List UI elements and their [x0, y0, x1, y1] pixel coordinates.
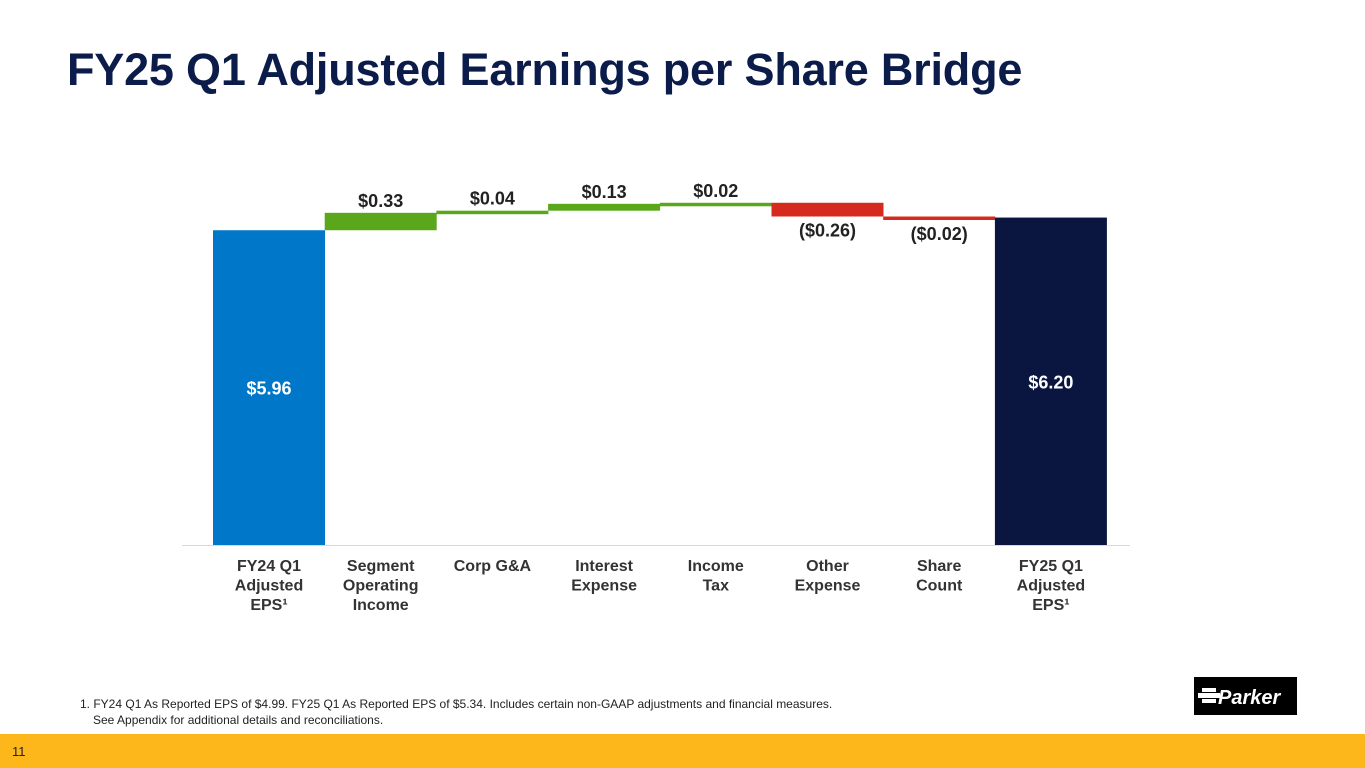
category-label-6-line-1: Count: [916, 578, 963, 595]
eps-bridge-chart: $5.96 FY24 Q1 Adjusted EPS¹ $0.33 Segment Oper…: [182, 181, 1130, 614]
bar-4: [659, 202, 772, 207]
bar-5: [771, 202, 884, 217]
category-label-7: FY25 Q1 Adjusted EPS¹: [1017, 558, 1085, 614]
category-label-4-line-0: Income: [688, 558, 744, 575]
category-label-6: Share Count: [916, 558, 963, 595]
category-label-3-line-0: Interest: [575, 558, 633, 575]
data-label-7: $6.20: [1028, 372, 1073, 392]
category-label-4: Income Tax: [688, 558, 744, 595]
footnote-line-2: See Appendix for additional details and …: [93, 713, 384, 727]
category-label-1-line-1: Operating: [343, 578, 419, 595]
data-label-4: $0.02: [693, 181, 738, 201]
category-label-0: FY24 Q1 Adjusted EPS¹: [235, 558, 303, 614]
page-number: 11: [12, 744, 26, 759]
category-label-5-line-1: Expense: [795, 578, 861, 595]
data-label-5: ($0.26): [799, 221, 856, 241]
data-label-6: ($0.02): [911, 224, 968, 244]
data-label-2: $0.04: [470, 189, 515, 209]
category-label-1-line-0: Segment: [347, 558, 415, 575]
bar-2: [436, 210, 549, 215]
footnote: 1. FY24 Q1 As Reported EPS of $4.99. FY2…: [80, 696, 832, 728]
category-label-5: Other Expense: [795, 558, 861, 595]
category-label-2: Corp G&A: [454, 558, 532, 575]
category-label-0-line-2: EPS¹: [250, 597, 287, 614]
category-label-1: Segment Operating Income: [343, 558, 419, 614]
page-title: FY25 Q1 Adjusted Earnings per Share Brid…: [67, 44, 1023, 95]
bar-7: [994, 217, 1107, 545]
data-label-3: $0.13: [582, 182, 627, 202]
bar-3: [548, 203, 661, 211]
category-label-0-line-0: FY24 Q1: [237, 558, 301, 575]
category-label-3-line-1: Expense: [571, 578, 637, 595]
footnote-line-1: 1. FY24 Q1 As Reported EPS of $4.99. FY2…: [80, 697, 833, 711]
category-label-5-line-0: Other: [806, 558, 849, 575]
category-label-7-line-2: EPS¹: [1032, 597, 1069, 614]
bar-0: [213, 230, 325, 546]
bar-6: [883, 216, 996, 221]
parker-logo-text: Parker: [1218, 687, 1281, 709]
parker-logo: Parker: [1194, 677, 1297, 715]
bar-1: [324, 212, 437, 231]
category-label-7-line-1: Adjusted: [1017, 578, 1085, 595]
data-label-0: $5.96: [246, 379, 291, 399]
category-label-1-line-2: Income: [353, 597, 409, 614]
category-label-4-line-1: Tax: [703, 578, 729, 595]
category-label-3: Interest Expense: [571, 558, 637, 595]
category-label-0-line-1: Adjusted: [235, 578, 303, 595]
data-label-1: $0.33: [358, 191, 403, 211]
bottom-bar: 11: [0, 734, 1365, 768]
category-label-2-line-0: Corp G&A: [454, 558, 532, 575]
category-label-6-line-0: Share: [917, 558, 962, 575]
category-label-7-line-0: FY25 Q1: [1019, 558, 1083, 575]
